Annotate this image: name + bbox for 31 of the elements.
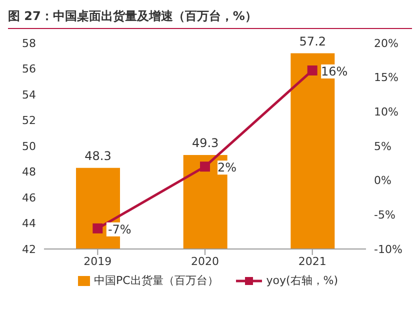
data-label: 16% <box>320 64 348 78</box>
y-tick-label: 58 <box>22 36 36 50</box>
data-label: 2% <box>217 160 237 175</box>
y-tick-label: 44 <box>22 217 36 230</box>
y2-tick-label: 5% <box>374 140 392 153</box>
y-tick-label: 50 <box>22 140 36 153</box>
point <box>92 223 103 234</box>
y-tick-label: 42 <box>22 242 36 256</box>
legend-label: 中国PC出货量（百万台） <box>92 273 218 288</box>
x-tick-label: 2020 <box>191 254 219 268</box>
y-tick-label: 52 <box>22 114 36 128</box>
x-tick-label: 2021 <box>298 254 326 268</box>
y-tick-label: 56 <box>22 62 36 76</box>
y2-tick-label: 10% <box>374 106 398 119</box>
y-tick-label: 54 <box>22 88 36 102</box>
y-tick-label: 46 <box>22 191 36 204</box>
y2-tick-label: 15% <box>374 71 398 84</box>
data-label: 49.3 <box>192 136 219 150</box>
point <box>307 65 318 76</box>
point <box>200 162 210 172</box>
data-label: 48.3 <box>84 148 112 163</box>
x-tick-label: 2019 <box>84 254 112 268</box>
data-label: -7% <box>108 222 132 236</box>
chart-title: 图 27：中国桌面出货量及增速（百万台，%） <box>8 8 412 29</box>
y2-tick-label: 0% <box>374 174 392 188</box>
y-tick-label: 48 <box>22 166 36 179</box>
data-label: 57.2 <box>299 34 326 48</box>
y2-tick-label: -10% <box>374 242 402 256</box>
y2-tick-label: 20% <box>374 36 398 50</box>
legend-label: yoy(右轴，%) <box>265 273 338 288</box>
y2-tick-label: -5% <box>374 208 396 222</box>
